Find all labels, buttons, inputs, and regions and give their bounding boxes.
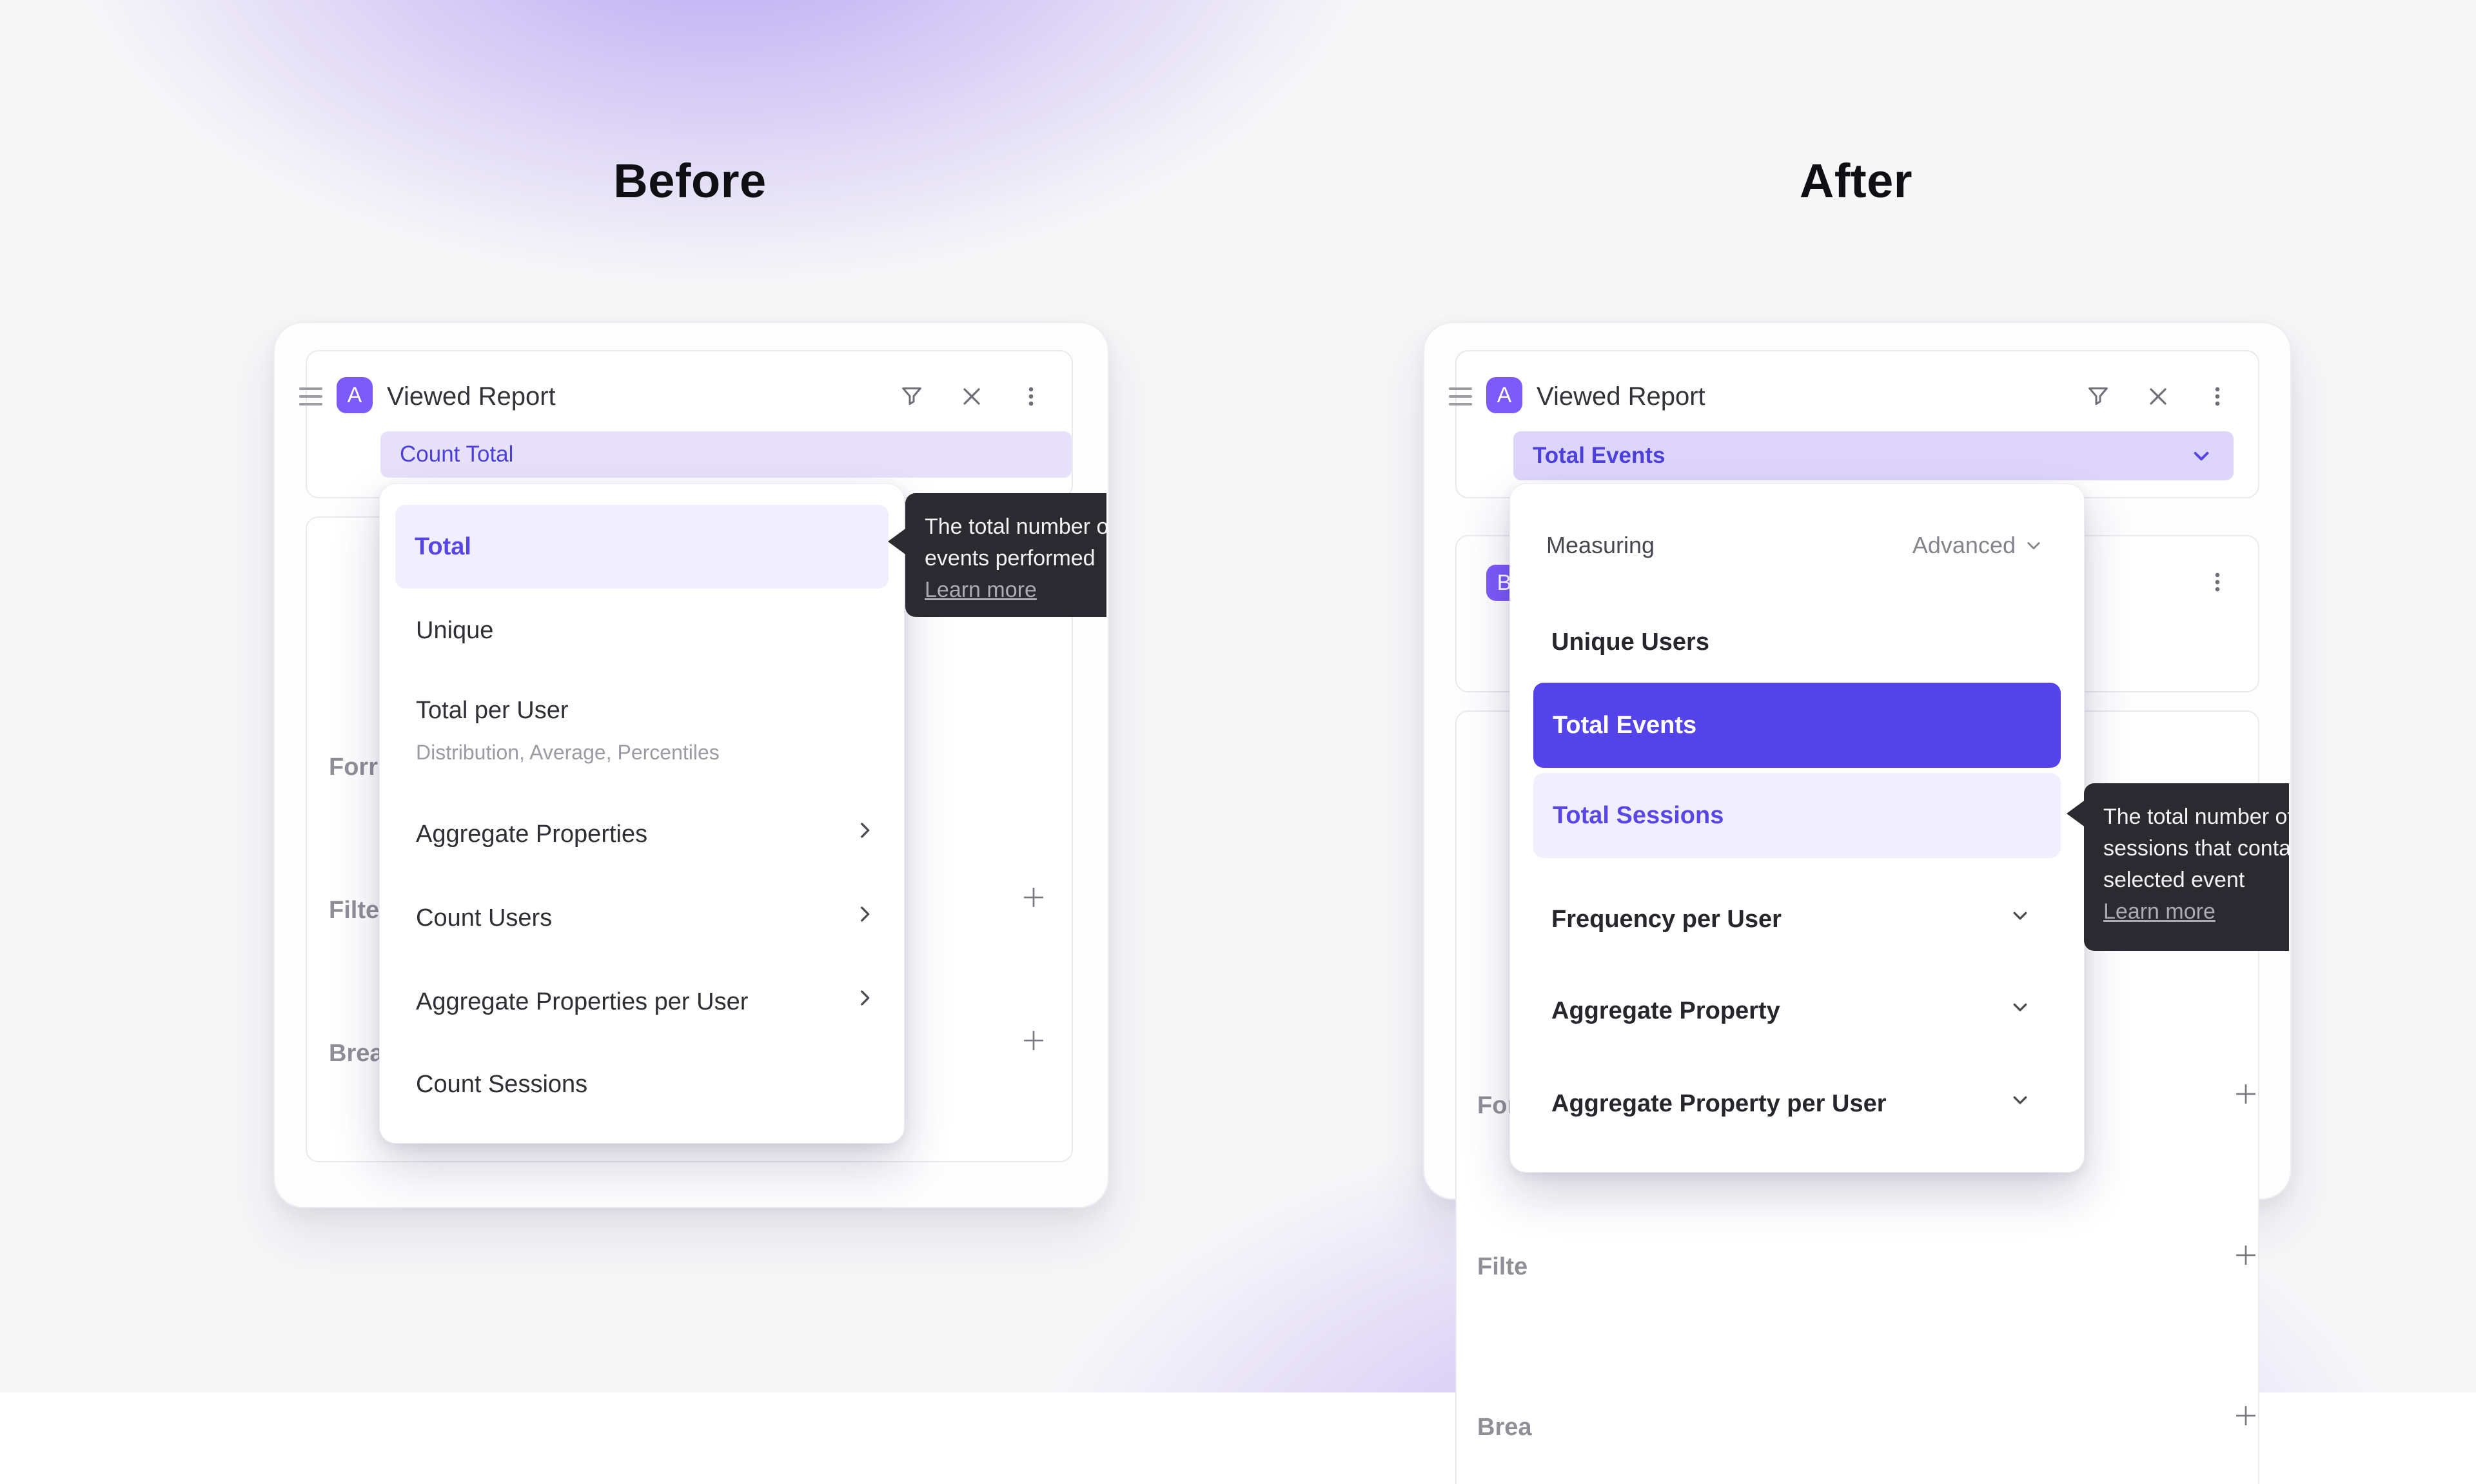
tooltip-text: sessions that contain xyxy=(2103,836,2289,861)
add-filter-button[interactable] xyxy=(2232,1242,2259,1269)
metric-select-value: Total Events xyxy=(1533,443,1665,468)
advanced-dropdown-value: Advanced xyxy=(1912,532,2016,558)
menu-item-frequency-per-user[interactable]: Frequency per User xyxy=(1551,906,1782,933)
menu-item-label: Total Sessions xyxy=(1553,801,1724,829)
menu-item-aggregate-property[interactable]: Aggregate Property xyxy=(1551,997,1780,1024)
metric-select[interactable]: Total Events xyxy=(1513,431,2234,480)
total-sessions-tooltip: The total number of sessions that contai… xyxy=(2084,783,2289,951)
total-tooltip: The total number of events performed Lea… xyxy=(905,493,1106,617)
header-actions xyxy=(899,384,1043,409)
menu-item-total-per-user[interactable]: Total per User xyxy=(416,697,569,724)
advanced-dropdown[interactable]: Advanced xyxy=(1912,532,2043,559)
measuring-label: Measuring xyxy=(1546,532,1655,558)
menu-item-unique[interactable]: Unique xyxy=(416,617,494,644)
metric-pill[interactable]: Count Total xyxy=(380,431,1072,478)
kebab-menu-icon[interactable] xyxy=(2205,570,2230,594)
after-query-card: A Viewed Report Total Events xyxy=(1449,350,2259,498)
menu-item-total[interactable]: Total xyxy=(395,505,889,589)
menu-item-total-sessions[interactable]: Total Sessions xyxy=(1533,773,2061,858)
menu-item-label: Total Events xyxy=(1553,711,1697,739)
menu-item-aggregate-property-per-user[interactable]: Aggregate Property per User xyxy=(1551,1090,1887,1117)
add-breakdown-button[interactable] xyxy=(1020,1027,1047,1054)
after-panel: A Viewed Report Total Events B Forr Filt… xyxy=(1423,322,2292,1484)
event-badge: A xyxy=(337,377,373,413)
tooltip-text: events performed xyxy=(925,546,1096,571)
close-icon[interactable] xyxy=(2146,384,2170,409)
kebab-menu-icon[interactable] xyxy=(2205,384,2230,409)
drag-handle-icon[interactable] xyxy=(1449,387,1472,405)
filter-row-label: Filte xyxy=(329,897,380,924)
learn-more-link[interactable]: Learn more xyxy=(2103,899,2216,924)
drag-handle-icon[interactable] xyxy=(299,387,322,405)
filter-row-label: Filte xyxy=(1477,1253,1528,1280)
learn-more-link[interactable]: Learn more xyxy=(925,578,1037,602)
chevron-down-icon xyxy=(2013,912,2027,920)
metric-pill-label: Count Total xyxy=(400,442,514,467)
chevron-down-icon xyxy=(2027,542,2040,550)
tooltip-text: selected event xyxy=(2103,868,2245,892)
add-breakdown-button[interactable] xyxy=(2232,1402,2259,1429)
before-query-card: A Viewed Report Count Total xyxy=(299,350,1073,498)
tooltip-text: The total number of xyxy=(2103,805,2289,829)
breakdown-row-label: Brea xyxy=(329,1040,384,1067)
filter-icon[interactable] xyxy=(2085,384,2111,409)
formula-row-label: Forr xyxy=(329,754,378,781)
menu-item-sublabel: Distribution, Average, Percentiles xyxy=(416,741,720,764)
menu-item-unique-users[interactable]: Unique Users xyxy=(1551,629,1709,656)
menu-item-count-users[interactable]: Count Users xyxy=(416,904,553,932)
after-heading: After xyxy=(1799,154,1913,208)
event-title[interactable]: Viewed Report xyxy=(1537,382,1705,411)
menu-item-aggregate-properties[interactable]: Aggregate Properties xyxy=(416,821,648,848)
add-filter-button[interactable] xyxy=(1020,884,1047,911)
measurement-menu: Total Unique Total per User Distribution… xyxy=(379,483,905,1144)
add-formula-button[interactable] xyxy=(2232,1080,2259,1108)
event-badge: A xyxy=(1486,377,1522,413)
menu-item-total-events[interactable]: Total Events xyxy=(1533,683,2061,768)
header-actions xyxy=(2085,384,2230,409)
close-icon[interactable] xyxy=(959,384,984,409)
before-heading: Before xyxy=(613,154,767,208)
chevron-down-icon xyxy=(2013,1003,2027,1011)
kebab-menu-icon[interactable] xyxy=(1019,384,1043,409)
breakdown-row-label: Brea xyxy=(1477,1414,1532,1441)
tooltip-text: The total number of xyxy=(925,514,1106,539)
menu-item-aggregate-properties-per-user[interactable]: Aggregate Properties per User xyxy=(416,988,749,1015)
chevron-down-icon xyxy=(2194,452,2209,461)
measuring-menu: Measuring Advanced Unique Users Total Ev… xyxy=(1509,483,2085,1173)
filter-icon[interactable] xyxy=(899,384,925,409)
chevron-down-icon xyxy=(2013,1096,2027,1104)
chevron-right-icon xyxy=(861,990,870,1006)
tooltip-arrow xyxy=(2067,799,2086,828)
chevron-right-icon xyxy=(861,906,870,922)
tooltip-arrow xyxy=(888,527,907,556)
chevron-right-icon xyxy=(861,823,870,838)
menu-item-label: Total xyxy=(415,532,471,560)
before-panel: A Viewed Report Count Total Forr Filte B… xyxy=(273,322,1109,1208)
event-title[interactable]: Viewed Report xyxy=(387,382,556,411)
menu-item-count-sessions[interactable]: Count Sessions xyxy=(416,1071,588,1098)
